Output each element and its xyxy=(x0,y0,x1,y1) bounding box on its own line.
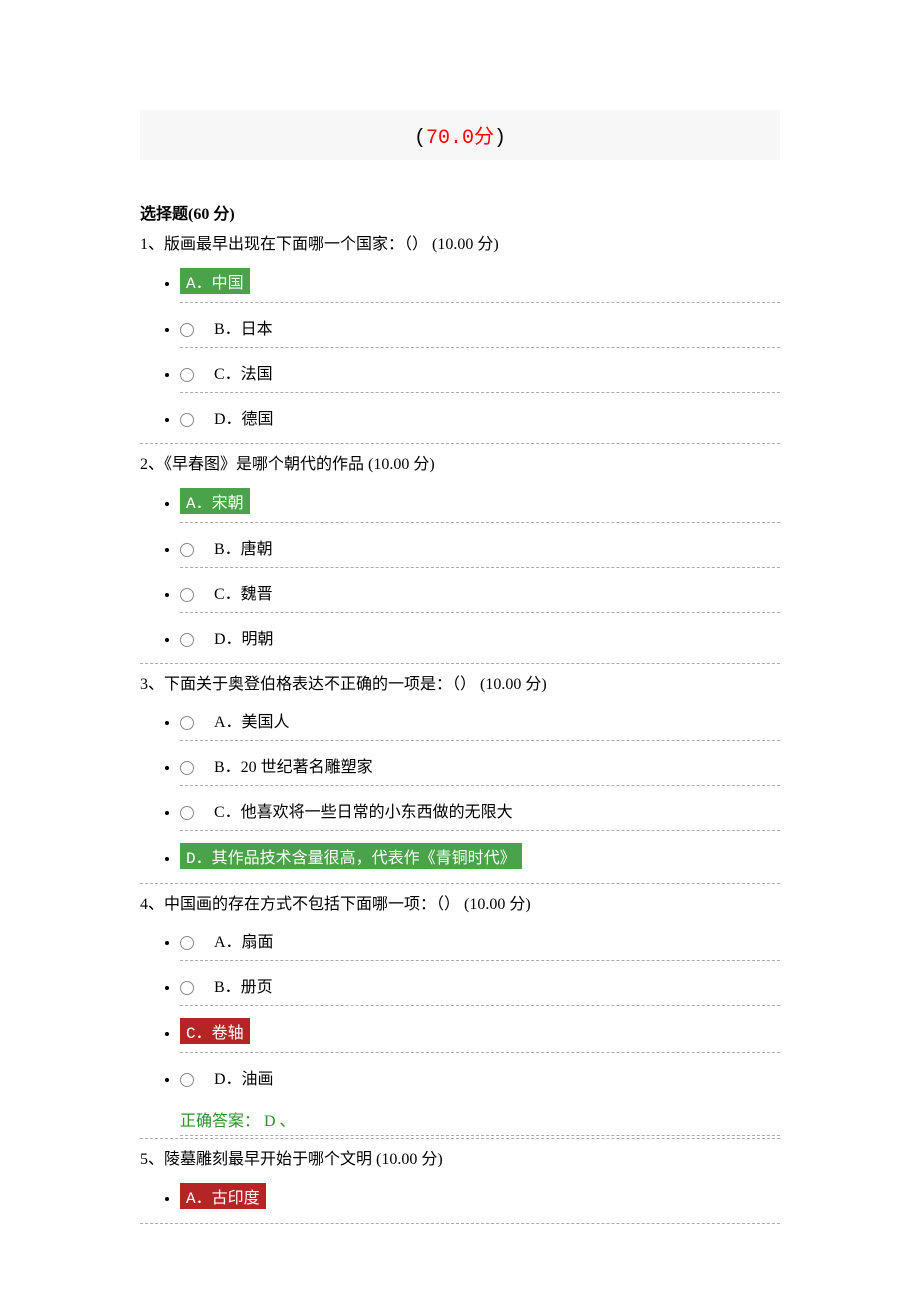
option-text: C．他喜欢将一些日常的小东西做的无限大 xyxy=(214,804,513,821)
option-highlight-correct: A．宋朝 xyxy=(180,488,250,514)
open-paren: ( xyxy=(414,127,426,150)
option-highlight-wrong: A．古印度 xyxy=(180,1183,266,1209)
radio-icon[interactable] xyxy=(180,368,194,382)
option-item: A．美国人 xyxy=(180,700,780,741)
radio-icon[interactable] xyxy=(180,1073,194,1087)
option-text: C．法国 xyxy=(214,366,273,383)
option-item: C．他喜欢将一些日常的小东西做的无限大 xyxy=(180,790,780,831)
options-list: A．古印度 xyxy=(140,1175,780,1217)
radio-icon[interactable] xyxy=(180,413,194,427)
radio-icon[interactable] xyxy=(180,633,194,647)
radio-icon[interactable] xyxy=(180,981,194,995)
score-value: 70.0 xyxy=(426,127,474,150)
question-stem: 4、中国画的存在方式不包括下面哪一项：（） (10.00 分) xyxy=(140,890,780,914)
option-item: C．魏晋 xyxy=(180,572,780,613)
page: (70.0分) 选择题(60 分) 1、版画最早出现在下面哪一个国家：（） (1… xyxy=(0,0,920,1266)
radio-icon[interactable] xyxy=(180,716,194,730)
options-list: A．美国人 B．20 世纪著名雕塑家 C．他喜欢将一些日常的小东西做的无限大 D．其作… xyxy=(140,700,780,877)
options-list: A．宋朝 B．唐朝 C．魏晋 D．明朝 xyxy=(140,480,780,657)
option-text: B．日本 xyxy=(214,321,273,338)
option-highlight-correct: D．其作品技术含量很高，代表作《青铜时代》 xyxy=(180,843,522,869)
option-text: B．册页 xyxy=(214,979,273,996)
option-item: C．法国 xyxy=(180,352,780,393)
option-item: B．20 世纪著名雕塑家 xyxy=(180,745,780,786)
option-text: C．魏晋 xyxy=(214,586,273,603)
option-item: D．德国 xyxy=(180,397,780,437)
option-highlight-wrong: C．卷轴 xyxy=(180,1018,250,1044)
option-text: D．德国 xyxy=(214,411,274,428)
score-banner: (70.0分) xyxy=(140,110,780,160)
radio-icon[interactable] xyxy=(180,323,194,337)
correct-answer: 正确答案： D 、 xyxy=(180,1101,780,1136)
option-item: D．其作品技术含量很高，代表作《青铜时代》 xyxy=(180,835,780,877)
radio-icon[interactable] xyxy=(180,806,194,820)
option-text: D．油画 xyxy=(214,1071,274,1088)
option-highlight-correct: A．中国 xyxy=(180,268,250,294)
question: 4、中国画的存在方式不包括下面哪一项：（） (10.00 分) A．扇面 B．册页 C… xyxy=(140,890,780,1139)
question-stem: 3、下面关于奥登伯格表达不正确的一项是：（） (10.00 分) xyxy=(140,670,780,694)
question: 1、版画最早出现在下面哪一个国家：（） (10.00 分) A．中国 B．日本 C．法… xyxy=(140,230,780,444)
option-text: B．唐朝 xyxy=(214,541,273,558)
option-item: B．日本 xyxy=(180,307,780,348)
options-list: A．中国 B．日本 C．法国 D．德国 xyxy=(140,260,780,437)
radio-icon[interactable] xyxy=(180,588,194,602)
section-title: 选择题(60 分) xyxy=(140,200,780,224)
option-text: A．美国人 xyxy=(214,714,290,731)
radio-icon[interactable] xyxy=(180,936,194,950)
score-unit: 分 xyxy=(474,126,494,148)
option-item: A．古印度 xyxy=(180,1175,780,1217)
question-stem: 1、版画最早出现在下面哪一个国家：（） (10.00 分) xyxy=(140,230,780,254)
close-paren: ) xyxy=(494,127,506,150)
question: 2、《早春图》是哪个朝代的作品 (10.00 分) A．宋朝 B．唐朝 C．魏晋 D．明… xyxy=(140,450,780,664)
option-text: A．扇面 xyxy=(214,934,274,951)
option-text: D．明朝 xyxy=(214,631,274,648)
option-item: D．油画 xyxy=(180,1057,780,1097)
question: 5、陵墓雕刻最早开始于哪个文明 (10.00 分) A．古印度 xyxy=(140,1145,780,1224)
option-item: A．中国 xyxy=(180,260,780,303)
questions-container: 1、版画最早出现在下面哪一个国家：（） (10.00 分) A．中国 B．日本 C．法… xyxy=(140,230,780,1224)
radio-icon[interactable] xyxy=(180,543,194,557)
option-item: D．明朝 xyxy=(180,617,780,657)
option-text: B．20 世纪著名雕塑家 xyxy=(214,759,373,776)
options-list: A．扇面 B．册页 C．卷轴 D．油画 xyxy=(140,920,780,1097)
option-item: B．册页 xyxy=(180,965,780,1006)
question-stem: 2、《早春图》是哪个朝代的作品 (10.00 分) xyxy=(140,450,780,474)
option-item: B．唐朝 xyxy=(180,527,780,568)
option-item: A．宋朝 xyxy=(180,480,780,523)
radio-icon[interactable] xyxy=(180,761,194,775)
question: 3、下面关于奥登伯格表达不正确的一项是：（） (10.00 分) A．美国人 B．2… xyxy=(140,670,780,884)
option-item: C．卷轴 xyxy=(180,1010,780,1053)
option-item: A．扇面 xyxy=(180,920,780,961)
question-stem: 5、陵墓雕刻最早开始于哪个文明 (10.00 分) xyxy=(140,1145,780,1169)
